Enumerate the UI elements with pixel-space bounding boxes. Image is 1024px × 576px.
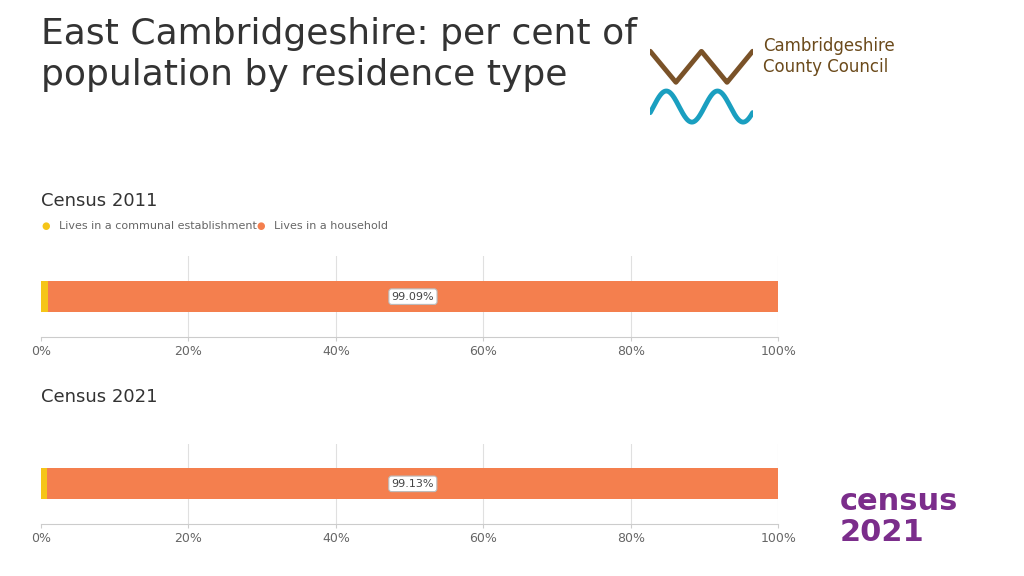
Text: 99.09%: 99.09% bbox=[391, 291, 434, 302]
Text: ●: ● bbox=[41, 221, 49, 232]
Text: Cambridgeshire
County Council: Cambridgeshire County Council bbox=[763, 37, 895, 76]
Text: 99.13%: 99.13% bbox=[391, 479, 434, 489]
Text: East Cambridgeshire: per cent of
population by residence type: East Cambridgeshire: per cent of populat… bbox=[41, 17, 637, 92]
Bar bbox=[47, 468, 778, 499]
Bar bbox=[41, 281, 48, 312]
Text: Census 2011: Census 2011 bbox=[41, 192, 158, 210]
Text: Lives in a communal establishment: Lives in a communal establishment bbox=[59, 221, 257, 232]
Bar bbox=[48, 281, 778, 312]
Text: ●: ● bbox=[256, 221, 264, 232]
Text: Census 2021: Census 2021 bbox=[41, 388, 158, 406]
Bar bbox=[41, 468, 47, 499]
Text: Lives in a household: Lives in a household bbox=[274, 221, 388, 232]
Text: census
2021: census 2021 bbox=[840, 487, 958, 547]
